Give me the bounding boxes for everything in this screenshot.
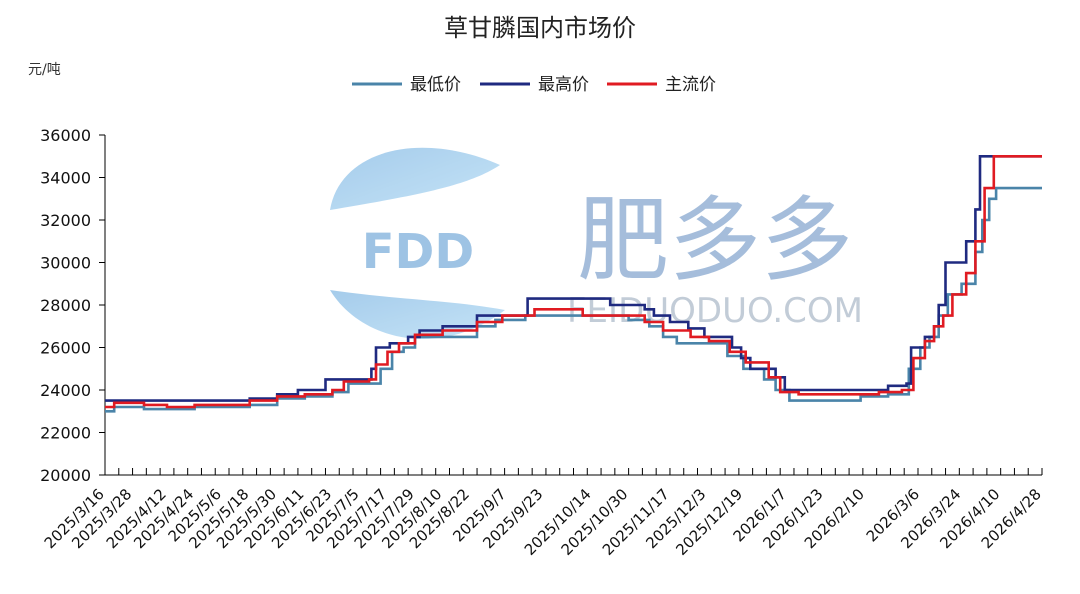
- series-line-2: [105, 155, 1042, 409]
- y-tick-label: 34000: [40, 169, 91, 188]
- series-line-1: [105, 155, 1042, 402]
- watermark-url-text: FEIDUODUO.COM: [567, 291, 863, 331]
- legend-label-max: 最高价: [538, 75, 589, 95]
- y-axis-unit: 元/吨: [28, 62, 61, 78]
- y-tick-label: 28000: [40, 296, 91, 315]
- y-tick-label: 30000: [40, 254, 91, 273]
- legend-label-min: 最低价: [410, 75, 461, 95]
- logo-leaf-top-icon: [330, 147, 500, 210]
- series-group: [105, 155, 1042, 413]
- y-tick-label: 22000: [40, 424, 91, 443]
- x-axis: 2025/3/162025/3/282025/4/122025/4/242025…: [41, 468, 1045, 559]
- legend-label-main: 主流价: [665, 75, 716, 95]
- y-tick-label: 20000: [40, 466, 91, 485]
- watermark-cn-text: 肥多多: [577, 187, 853, 294]
- legend: 最低价 最高价 主流价: [352, 75, 716, 95]
- watermark: FDD 肥多多 FEIDUODUO.COM: [330, 147, 863, 339]
- y-tick-label: 24000: [40, 381, 91, 400]
- series-line-0: [105, 186, 1042, 413]
- y-axis: 36000 34000 32000 30000 28000 26000 24000 22000…: [40, 126, 106, 485]
- watermark-logo-text: FDD: [362, 224, 474, 280]
- y-tick-label: 26000: [40, 339, 91, 358]
- y-tick-label: 32000: [40, 211, 91, 230]
- y-tick-label: 36000: [40, 126, 91, 145]
- chart-title: 草甘膦国内市场价: [444, 14, 636, 42]
